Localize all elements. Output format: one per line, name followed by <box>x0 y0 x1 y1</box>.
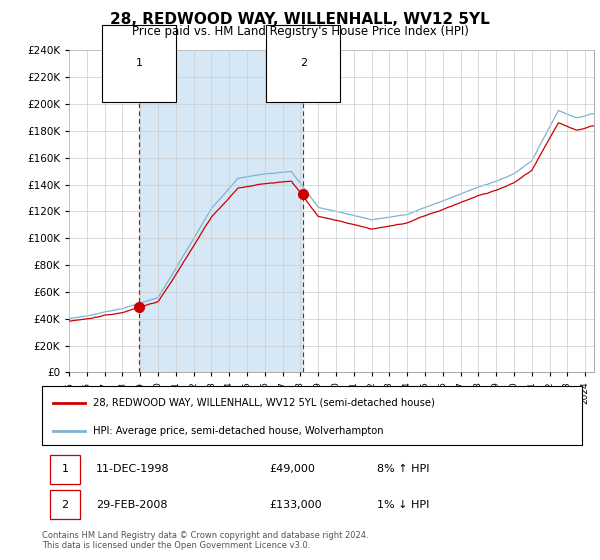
Text: 28, REDWOOD WAY, WILLENHALL, WV12 5YL: 28, REDWOOD WAY, WILLENHALL, WV12 5YL <box>110 12 490 27</box>
Text: 28, REDWOOD WAY, WILLENHALL, WV12 5YL (semi-detached house): 28, REDWOOD WAY, WILLENHALL, WV12 5YL (s… <box>94 398 435 408</box>
Bar <box>139 50 304 372</box>
Text: 29-FEB-2008: 29-FEB-2008 <box>96 500 167 510</box>
Text: 1: 1 <box>61 464 68 474</box>
Text: £49,000: £49,000 <box>269 464 314 474</box>
Text: 2: 2 <box>300 58 307 68</box>
Text: 2: 2 <box>61 500 68 510</box>
Text: Contains HM Land Registry data © Crown copyright and database right 2024.
This d: Contains HM Land Registry data © Crown c… <box>42 531 368 550</box>
FancyBboxPatch shape <box>50 491 80 519</box>
Text: 1% ↓ HPI: 1% ↓ HPI <box>377 500 429 510</box>
Text: HPI: Average price, semi-detached house, Wolverhampton: HPI: Average price, semi-detached house,… <box>94 426 384 436</box>
Text: Price paid vs. HM Land Registry's House Price Index (HPI): Price paid vs. HM Land Registry's House … <box>131 25 469 38</box>
FancyBboxPatch shape <box>50 455 80 483</box>
Text: 11-DEC-1998: 11-DEC-1998 <box>96 464 170 474</box>
FancyBboxPatch shape <box>42 386 582 445</box>
Text: £133,000: £133,000 <box>269 500 322 510</box>
Text: 1: 1 <box>136 58 143 68</box>
Text: 8% ↑ HPI: 8% ↑ HPI <box>377 464 430 474</box>
